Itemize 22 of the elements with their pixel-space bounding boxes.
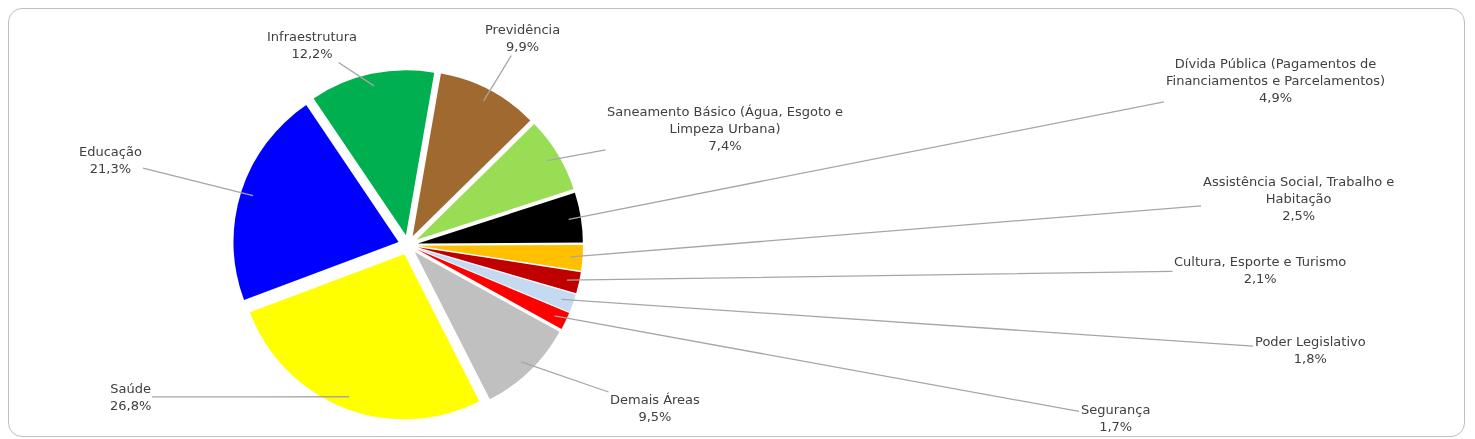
slice-label: Previdência <box>485 22 561 37</box>
slice-label: Poder Legislativo <box>1255 334 1366 349</box>
data-label: 9,9% <box>506 38 540 54</box>
data-label: 1,8% <box>1293 350 1327 366</box>
slice-label: Segurança <box>1081 402 1151 417</box>
slice-label: Assistência Social, Trabalho e Habitação <box>1203 174 1395 206</box>
data-label: 21,3% <box>89 160 132 176</box>
slice-label: Saúde <box>110 381 152 396</box>
data-label: 2,5% <box>1282 207 1316 223</box>
data-label: 12,2% <box>291 45 333 61</box>
data-label: 26,8% <box>110 397 152 413</box>
data-label: 1,7% <box>1099 418 1133 434</box>
slice-label: Demais Áreas <box>610 392 701 407</box>
slice-label: Dívida Pública (Pagamentos de Financiamentos e Parcelamentos) <box>1166 56 1386 88</box>
slice-label: Educação <box>79 144 142 159</box>
slice-label: Infraestrutura <box>267 29 358 44</box>
data-label: 4,9% <box>1259 89 1293 105</box>
data-label: 9,5% <box>638 408 672 424</box>
slice-label: Saneamento Básico (Água, Esgoto e Limpeza Urbana) <box>607 104 844 136</box>
data-label: 7,4% <box>708 137 742 153</box>
data-label: 2,1% <box>1243 270 1277 286</box>
slice-label: Cultura, Esporte e Turismo <box>1174 254 1347 269</box>
